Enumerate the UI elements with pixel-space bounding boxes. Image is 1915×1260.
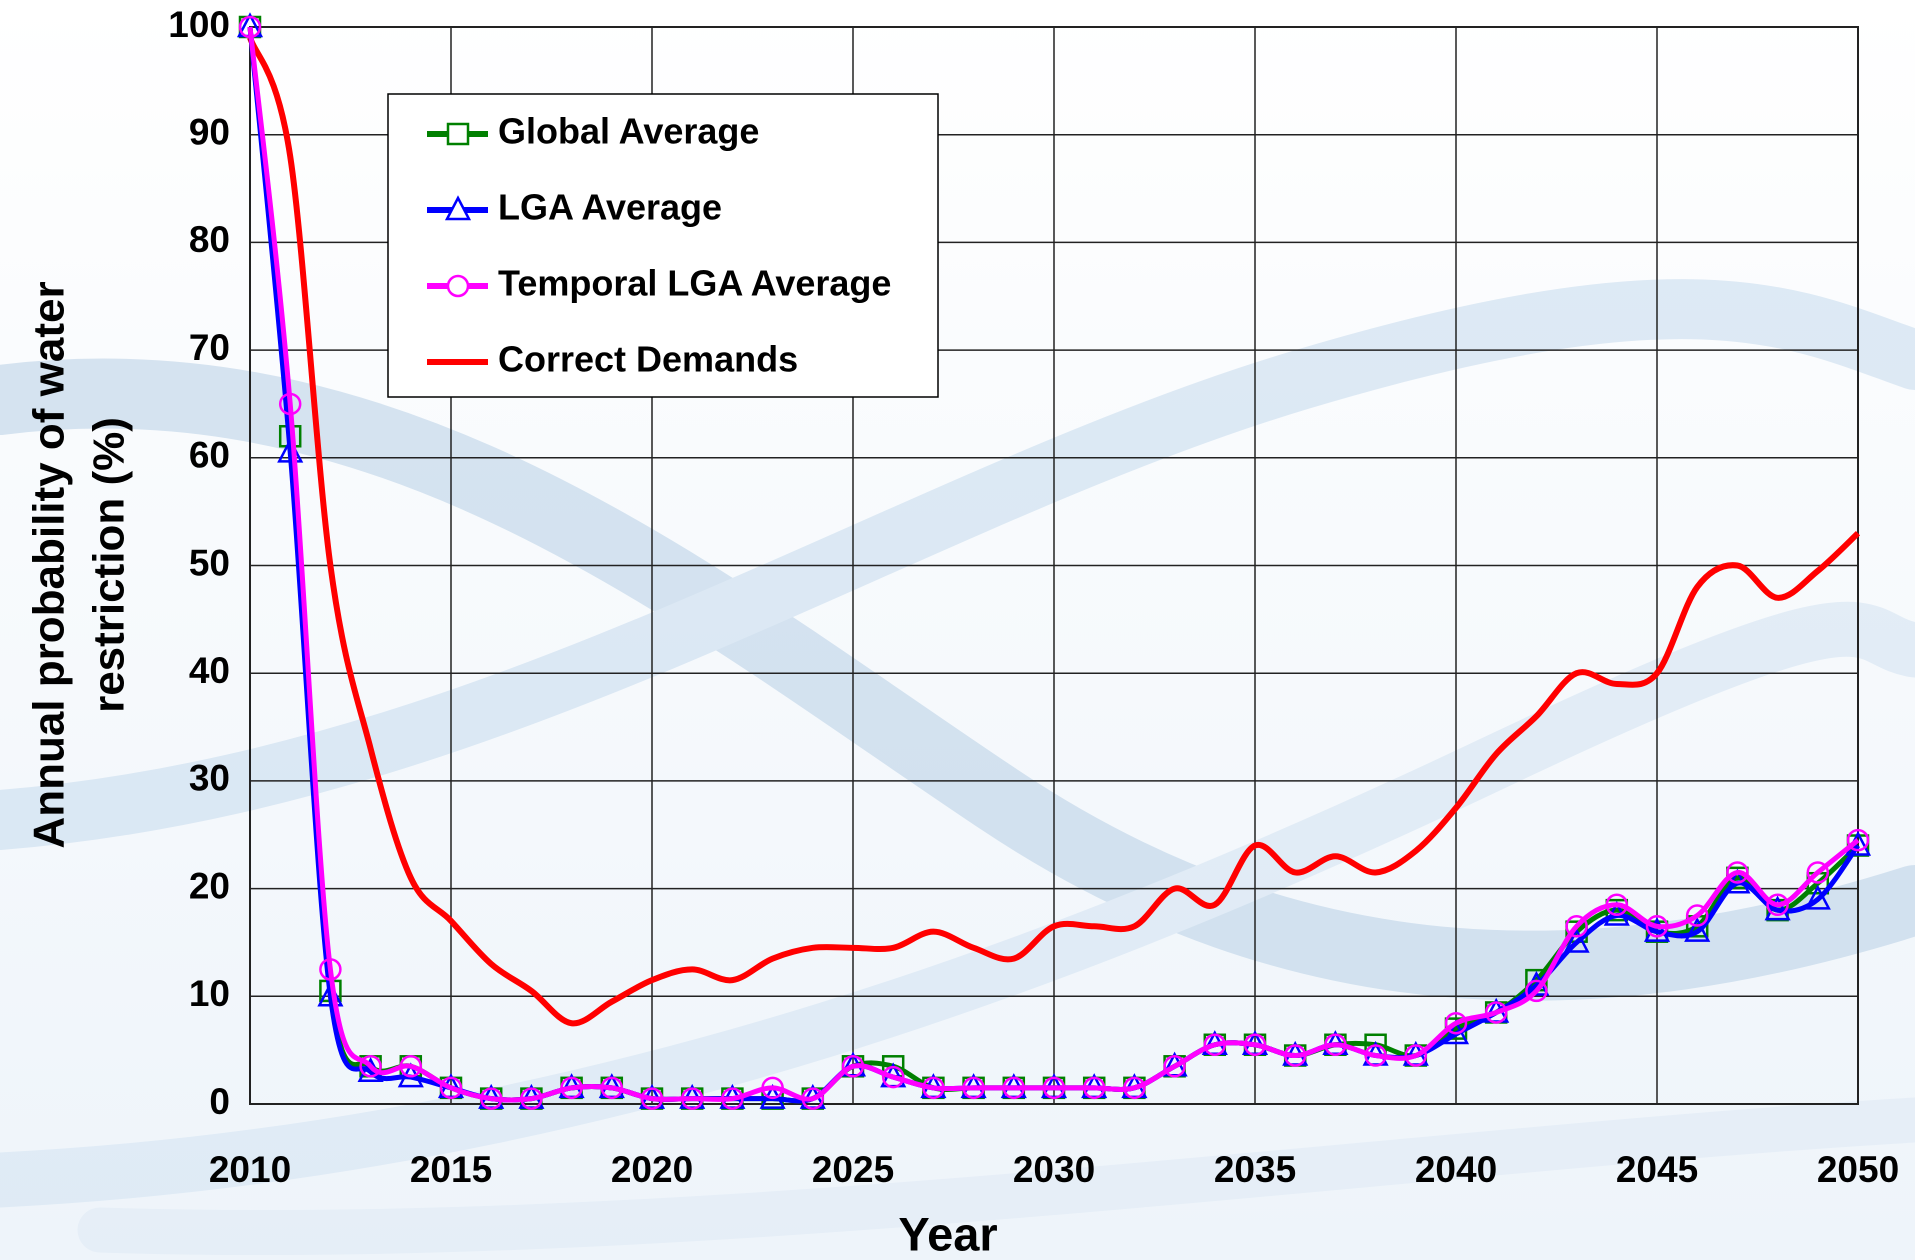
x-tick-label: 2035 — [1214, 1149, 1296, 1190]
background — [0, 0, 1915, 1260]
y-axis-title: Annual probability of water — [25, 281, 74, 848]
y-tick-label: 30 — [189, 758, 230, 799]
y-tick-label: 20 — [189, 865, 230, 906]
x-tick-label: 2040 — [1415, 1149, 1497, 1190]
y-tick-label: 70 — [189, 327, 230, 368]
legend-label: LGA Average — [498, 187, 722, 228]
x-tick-label: 2010 — [209, 1149, 291, 1190]
x-tick-label: 2030 — [1013, 1149, 1095, 1190]
legend-label: Global Average — [498, 111, 759, 152]
y-tick-label: 40 — [189, 650, 230, 691]
x-tick-label: 2015 — [410, 1149, 492, 1190]
chart: Year Annual probability of water restric… — [0, 0, 1915, 1260]
x-tick-label: 2020 — [611, 1149, 693, 1190]
y-tick-label: 60 — [189, 435, 230, 476]
legend: Global Average LGA Average Temporal LGA Av… — [388, 94, 938, 397]
y-tick-label: 10 — [189, 973, 230, 1014]
legend-label: Temporal LGA Average — [498, 263, 891, 304]
legend-marker — [448, 124, 468, 144]
y-tick-label: 100 — [168, 4, 230, 45]
x-tick-label: 2025 — [812, 1149, 894, 1190]
y-tick-label: 80 — [189, 219, 230, 260]
legend-marker — [448, 276, 468, 296]
y-tick-label: 50 — [189, 542, 230, 583]
y-tick-label: 0 — [209, 1081, 230, 1122]
x-tick-label: 2045 — [1616, 1149, 1698, 1190]
y-axis-title: restriction (%) — [85, 417, 134, 713]
y-tick-label: 90 — [189, 111, 230, 152]
x-tick-label: 2050 — [1817, 1149, 1899, 1190]
legend-label: Correct Demands — [498, 339, 798, 380]
x-axis-title: Year — [898, 1207, 997, 1260]
